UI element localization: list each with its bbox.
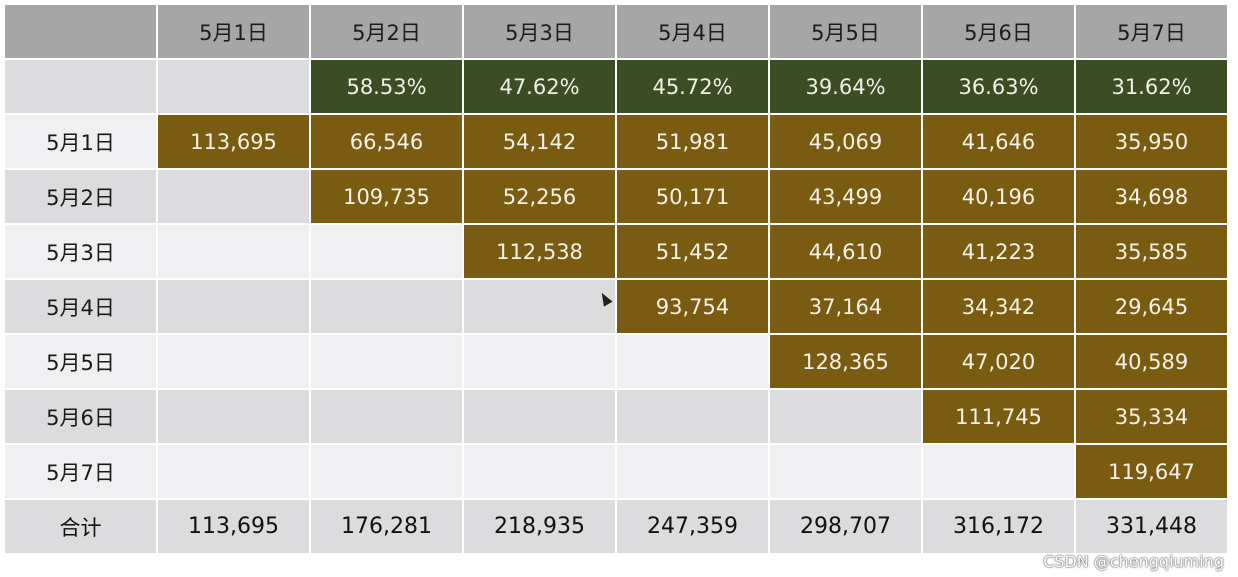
total-value-cell: 331,448 xyxy=(1076,500,1227,553)
empty-cell xyxy=(158,225,309,278)
value-cell: 109,735 xyxy=(311,170,462,223)
value-cell: 54,142 xyxy=(464,115,615,168)
row-label: 5月2日 xyxy=(5,170,156,223)
column-header: 5月4日 xyxy=(617,5,768,58)
value-cell: 93,754 xyxy=(617,280,768,333)
row-label: 5月6日 xyxy=(5,390,156,443)
value-cell: 51,452 xyxy=(617,225,768,278)
empty-cell xyxy=(158,60,309,113)
empty-cell xyxy=(770,390,921,443)
column-header: 5月2日 xyxy=(311,5,462,58)
empty-cell xyxy=(770,445,921,498)
empty-cell xyxy=(158,170,309,223)
value-cell: 128,365 xyxy=(770,335,921,388)
value-cell: 35,334 xyxy=(1076,390,1227,443)
retention-rate-cell: 58.53% xyxy=(311,60,462,113)
value-cell: 41,646 xyxy=(923,115,1074,168)
cohort-row: 5月2日 109,735 52,256 50,171 43,499 40,196 34,69… xyxy=(5,170,1227,223)
value-cell: 111,745 xyxy=(923,390,1074,443)
retention-rate-cell: 45.72% xyxy=(617,60,768,113)
value-cell: 51,981 xyxy=(617,115,768,168)
empty-cell xyxy=(464,335,615,388)
value-cell: 50,171 xyxy=(617,170,768,223)
row-label: 5月5日 xyxy=(5,335,156,388)
watermark: CSDN @chengqiuming xyxy=(1043,552,1224,571)
empty-cell xyxy=(617,390,768,443)
value-cell: 40,196 xyxy=(923,170,1074,223)
value-cell: 113,695 xyxy=(158,115,309,168)
total-value-cell: 218,935 xyxy=(464,500,615,553)
empty-cell xyxy=(158,390,309,443)
corner-cell xyxy=(5,5,156,58)
row-label: 5月4日 xyxy=(5,280,156,333)
empty-cell xyxy=(464,280,615,333)
row-label: 5月3日 xyxy=(5,225,156,278)
empty-cell xyxy=(311,225,462,278)
empty-cell xyxy=(464,445,615,498)
retention-rate-cell: 36.63% xyxy=(923,60,1074,113)
column-header: 5月3日 xyxy=(464,5,615,58)
value-cell: 41,223 xyxy=(923,225,1074,278)
empty-cell xyxy=(311,280,462,333)
column-header: 5月1日 xyxy=(158,5,309,58)
value-cell: 35,950 xyxy=(1076,115,1227,168)
value-cell: 66,546 xyxy=(311,115,462,168)
value-cell: 43,499 xyxy=(770,170,921,223)
header-row: 5月1日 5月2日 5月3日 5月4日 5月5日 5月6日 5月7日 xyxy=(5,5,1227,58)
total-value-cell: 316,172 xyxy=(923,500,1074,553)
value-cell: 52,256 xyxy=(464,170,615,223)
empty-cell xyxy=(311,335,462,388)
row-label: 5月1日 xyxy=(5,115,156,168)
cohort-row: 5月7日 119,647 xyxy=(5,445,1227,498)
retention-rate-cell: 31.62% xyxy=(1076,60,1227,113)
total-row: 合计 113,695 176,281 218,935 247,359 298,707 316… xyxy=(5,500,1227,553)
value-cell: 47,020 xyxy=(923,335,1074,388)
empty-cell xyxy=(311,445,462,498)
empty-cell xyxy=(158,445,309,498)
row-label: 5月7日 xyxy=(5,445,156,498)
value-cell: 45,069 xyxy=(770,115,921,168)
empty-cell xyxy=(617,445,768,498)
total-label: 合计 xyxy=(5,500,156,553)
empty-cell xyxy=(923,445,1074,498)
column-header: 5月5日 xyxy=(770,5,921,58)
column-header: 5月7日 xyxy=(1076,5,1227,58)
cohort-row: 5月1日 113,695 66,546 54,142 51,981 45,069 41,64… xyxy=(5,115,1227,168)
cohort-row: 5月4日 93,754 37,164 34,342 29,645 xyxy=(5,280,1227,333)
retention-table: 5月1日 5月2日 5月3日 5月4日 5月5日 5月6日 5月7日 58.53% 47.62%… xyxy=(3,3,1229,555)
value-cell: 40,589 xyxy=(1076,335,1227,388)
total-value-cell: 113,695 xyxy=(158,500,309,553)
retention-rate-cell: 47.62% xyxy=(464,60,615,113)
value-cell: 37,164 xyxy=(770,280,921,333)
cohort-row: 5月3日 112,538 51,452 44,610 41,223 35,585 xyxy=(5,225,1227,278)
empty-cell xyxy=(617,335,768,388)
retention-rate-row: 58.53% 47.62% 45.72% 39.64% 36.63% 31.62% xyxy=(5,60,1227,113)
column-header: 5月6日 xyxy=(923,5,1074,58)
empty-cell xyxy=(311,390,462,443)
value-cell: 119,647 xyxy=(1076,445,1227,498)
total-value-cell: 247,359 xyxy=(617,500,768,553)
empty-cell xyxy=(158,335,309,388)
retention-rate-cell: 39.64% xyxy=(770,60,921,113)
value-cell: 35,585 xyxy=(1076,225,1227,278)
value-cell: 34,342 xyxy=(923,280,1074,333)
retention-table-body: 5月1日 5月2日 5月3日 5月4日 5月5日 5月6日 5月7日 58.53% 47.62%… xyxy=(5,5,1227,553)
total-value-cell: 176,281 xyxy=(311,500,462,553)
value-cell: 29,645 xyxy=(1076,280,1227,333)
value-cell: 44,610 xyxy=(770,225,921,278)
empty-cell xyxy=(464,390,615,443)
total-value-cell: 298,707 xyxy=(770,500,921,553)
rate-row-label xyxy=(5,60,156,113)
cohort-row: 5月6日 111,745 35,334 xyxy=(5,390,1227,443)
value-cell: 34,698 xyxy=(1076,170,1227,223)
value-cell: 112,538 xyxy=(464,225,615,278)
cohort-row: 5月5日 128,365 47,020 40,589 xyxy=(5,335,1227,388)
empty-cell xyxy=(158,280,309,333)
